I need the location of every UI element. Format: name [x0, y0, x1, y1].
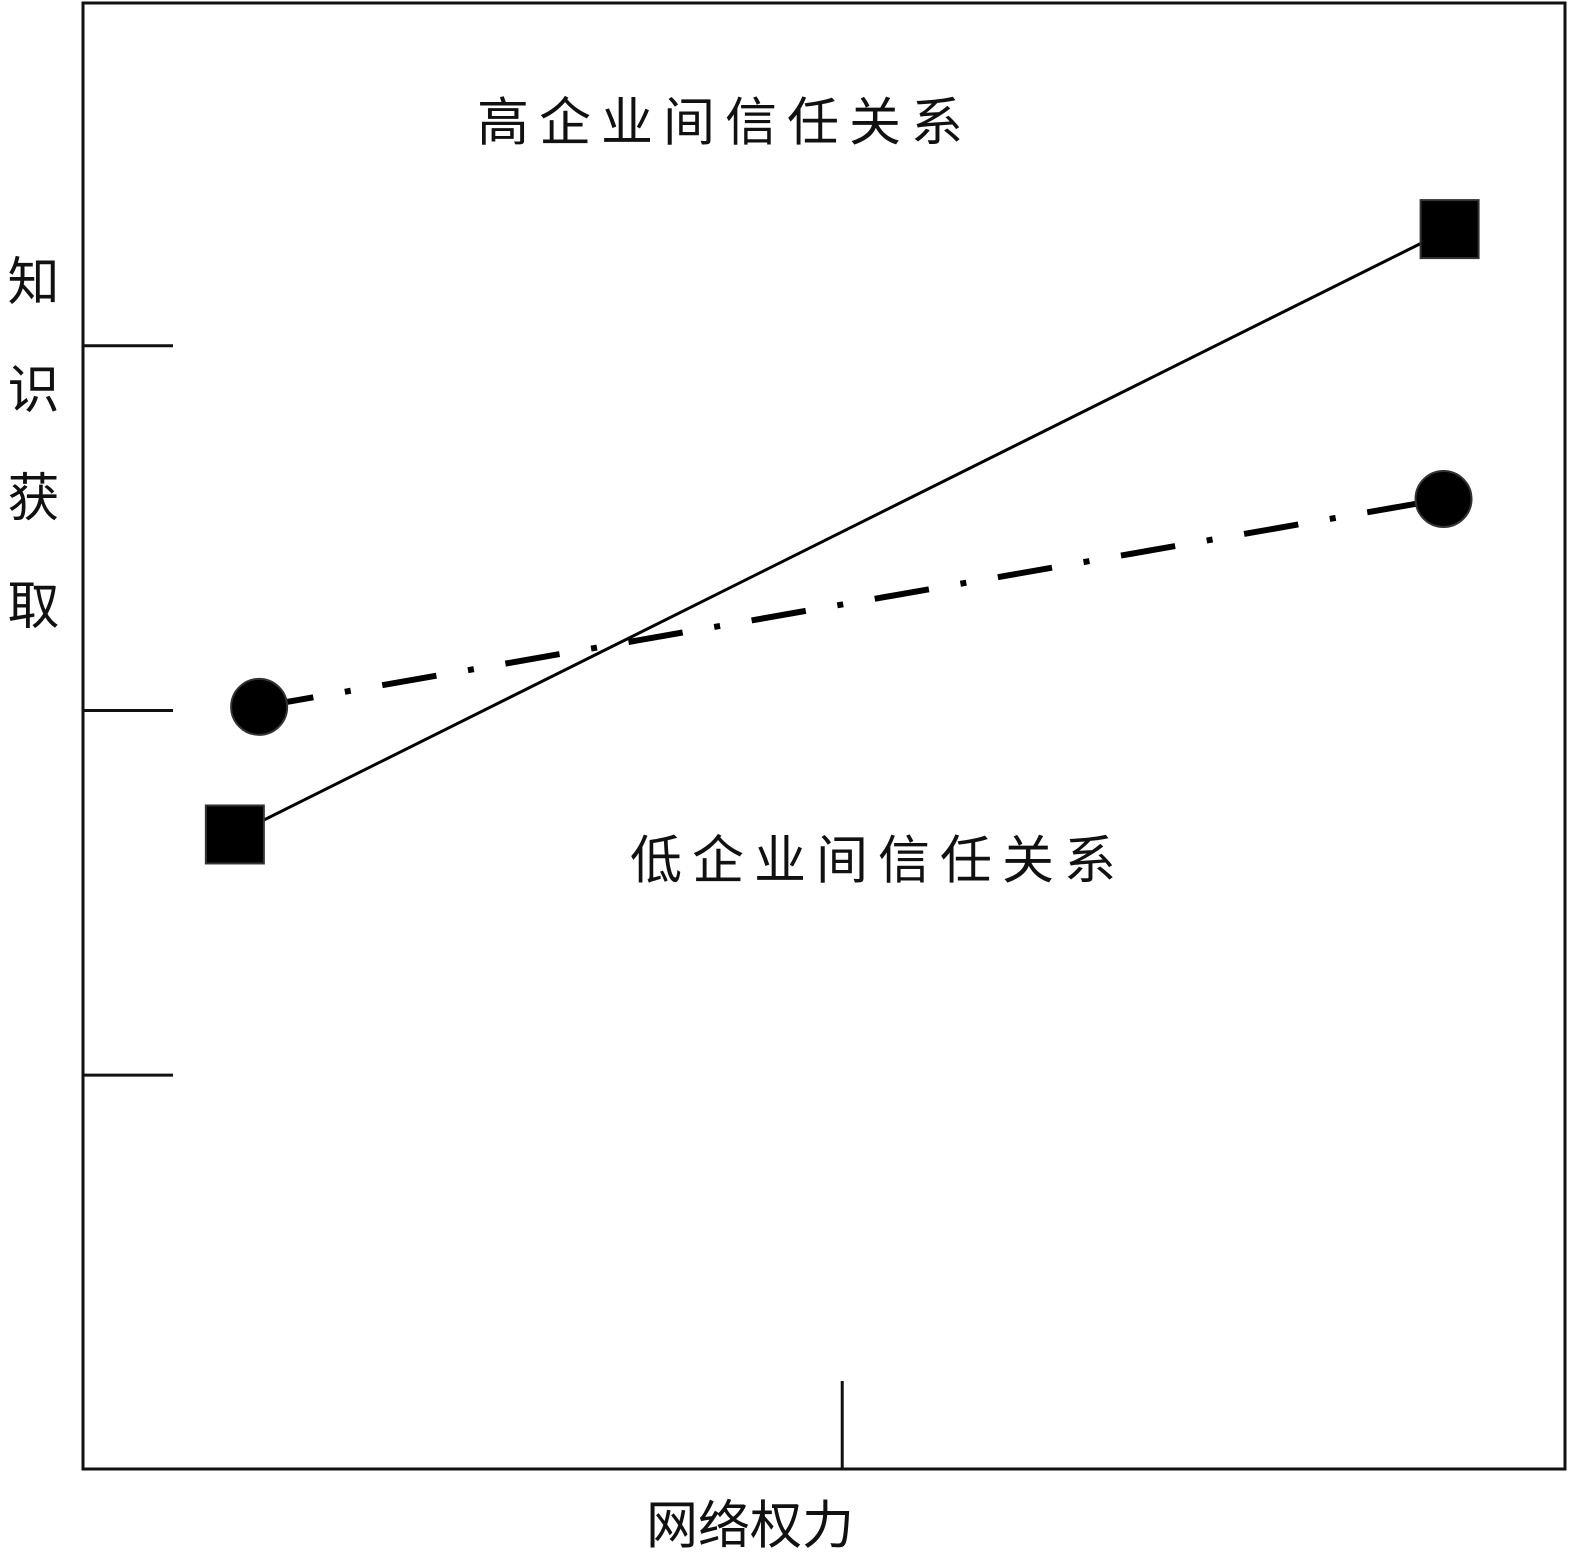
plot-frame [81, 1, 1567, 1471]
square-marker [204, 804, 265, 865]
series-line [258, 496, 1445, 710]
series-line [234, 227, 1451, 836]
y-axis-label: 知识获取 [0, 254, 58, 686]
circle-marker [230, 677, 289, 736]
series-label: 高企业间信任关系 [477, 94, 973, 154]
x-axis-label: 网络权力 [646, 1497, 854, 1557]
series-label: 低企业间信任关系 [630, 832, 1126, 892]
square-marker [1419, 199, 1480, 260]
circle-marker [1414, 469, 1473, 528]
